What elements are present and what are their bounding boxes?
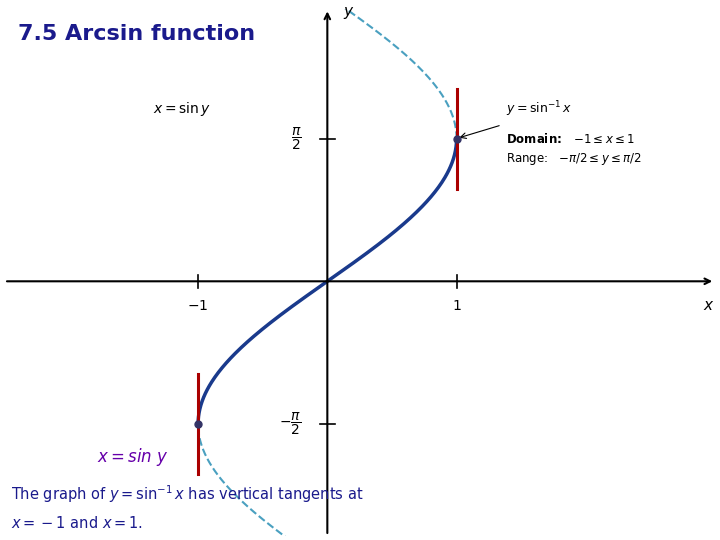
Text: 7.5 Arcsin function: 7.5 Arcsin function: [19, 24, 256, 44]
Text: Domain:   $-1 \leq x \leq 1$: Domain: $-1 \leq x \leq 1$: [505, 132, 634, 145]
Text: $x = \sin y$: $x = \sin y$: [153, 100, 211, 118]
Text: $x = -1$ and $x = 1$.: $x = -1$ and $x = 1$.: [12, 515, 143, 531]
Text: $-\dfrac{\pi}{2}$: $-\dfrac{\pi}{2}$: [279, 411, 302, 437]
Text: $y = \sin^{-1} x$: $y = \sin^{-1} x$: [505, 99, 572, 118]
Text: Range:   $-\pi/2 \leq y \leq \pi/2$: Range: $-\pi/2 \leq y \leq \pi/2$: [505, 151, 642, 166]
Text: $-1$: $-1$: [187, 300, 209, 314]
Text: $x$: $x$: [703, 298, 714, 313]
Text: $y$: $y$: [343, 5, 354, 21]
Text: $\dfrac{\pi}{2}$: $\dfrac{\pi}{2}$: [291, 125, 302, 152]
Text: $1$: $1$: [451, 300, 462, 314]
Text: $x = sin\ y$: $x = sin\ y$: [96, 446, 168, 468]
Text: The graph of $y = \sin^{-1} x$ has vertical tangents at: The graph of $y = \sin^{-1} x$ has verti…: [12, 483, 364, 505]
